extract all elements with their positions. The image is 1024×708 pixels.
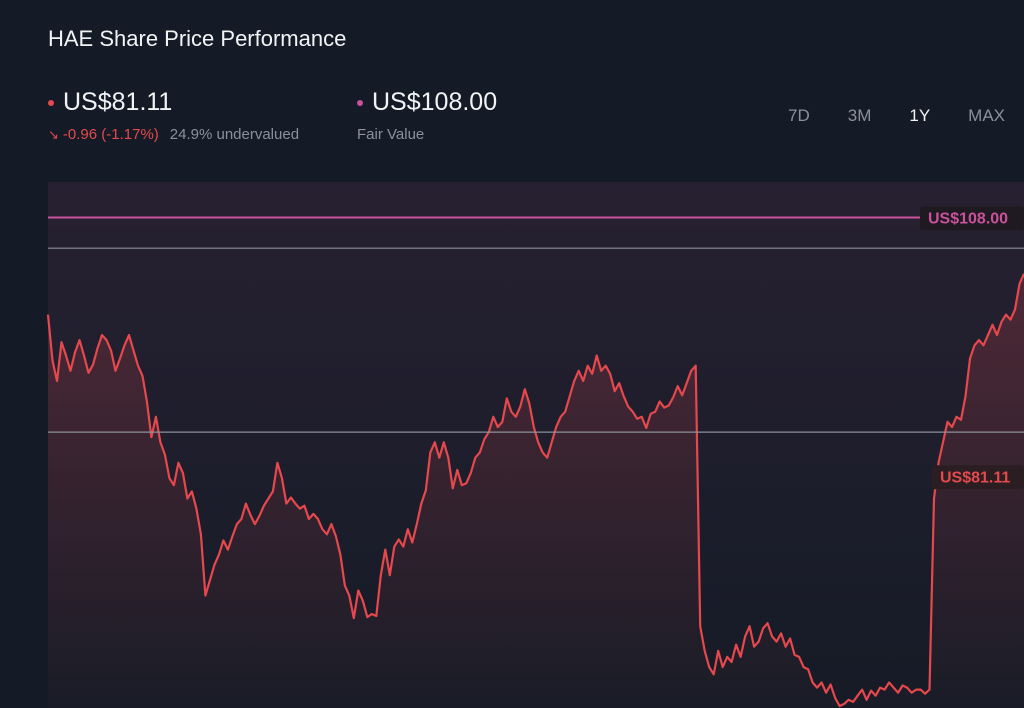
fair-value: US$108.00 (357, 88, 497, 117)
fair-value-label: Fair Value (357, 126, 425, 143)
value-label-text: US$108.00 (928, 211, 1008, 228)
range-7d[interactable]: 7D (788, 106, 810, 125)
price-change-value: -0.96 (-1.17%) (62, 126, 159, 143)
page-title: HAE Share Price Performance (48, 26, 347, 51)
price-area (48, 273, 1024, 708)
value-label-bg (920, 206, 1024, 231)
value-label-bg (932, 465, 1024, 490)
current-price-value: US$81.11 (63, 88, 173, 116)
value-label-text: US$81.11 (940, 469, 1010, 486)
price-subline: ↘ -0.96 (-1.17%) 24.9% undervalued (48, 126, 299, 143)
current-price-block: US$81.11 ↘ -0.96 (-1.17%) 24.9% underval… (48, 88, 299, 143)
valuation-note: 24.9% undervalued (169, 126, 300, 143)
fair-value-block: US$108.00 Fair Value (357, 88, 497, 143)
price-value-label: US$81.11 (932, 465, 1024, 490)
fair-value-value-label: US$108.00 (920, 206, 1024, 231)
arrow-down-right-icon: ↘ (48, 126, 59, 142)
price-change: ↘ -0.96 (-1.17%) (48, 126, 159, 143)
range-selector: 7D 3M 1Y MAX (750, 106, 1005, 126)
range-3m[interactable]: 3M (847, 106, 872, 125)
fair-value-dot-icon (357, 99, 363, 106)
price-line (46, 273, 1024, 708)
fair-value-value: US$108.00 (372, 88, 498, 116)
current-price: US$81.11 (48, 88, 299, 117)
price-dot-icon (48, 99, 54, 106)
range-max[interactable]: MAX (968, 106, 1005, 125)
range-1y[interactable]: 1Y (909, 106, 931, 125)
